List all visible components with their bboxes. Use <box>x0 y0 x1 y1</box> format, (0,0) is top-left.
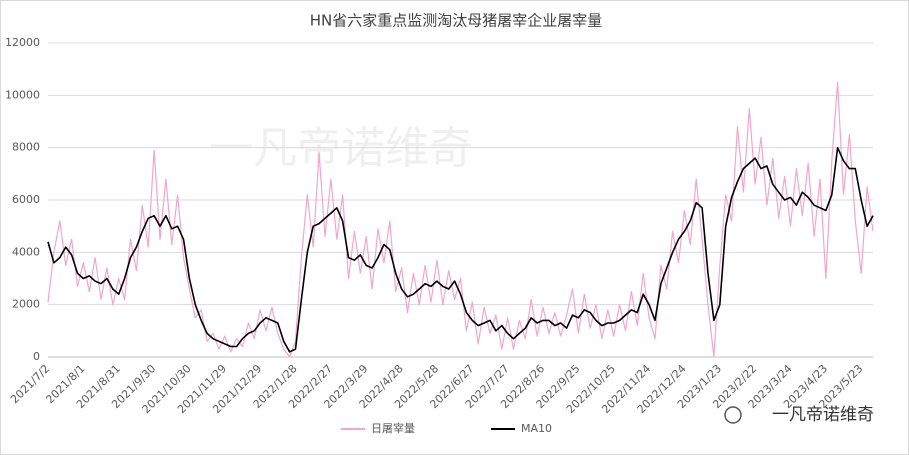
series-line <box>47 81 874 358</box>
y-tick-label: 8000 <box>12 141 40 154</box>
y-tick-label: 10000 <box>5 88 40 101</box>
brand-icon <box>724 406 742 424</box>
brand: 一凡帝诺维奇 <box>772 405 874 425</box>
series-line <box>47 146 874 353</box>
legend-label: MA10 <box>521 422 552 435</box>
y-tick-label: 12000 <box>5 36 40 49</box>
y-tick-label: 0 <box>33 350 40 363</box>
chart-title: HN省六家重点监测淘汰母猪屠宰企业屠宰量 <box>310 12 603 30</box>
y-tick-label: 6000 <box>12 193 40 206</box>
legend-label: 日屠宰量 <box>371 421 415 435</box>
y-tick-label: 2000 <box>12 298 40 311</box>
y-tick-label: 4000 <box>12 245 40 258</box>
watermark: 一凡帝诺维奇 <box>209 123 473 174</box>
